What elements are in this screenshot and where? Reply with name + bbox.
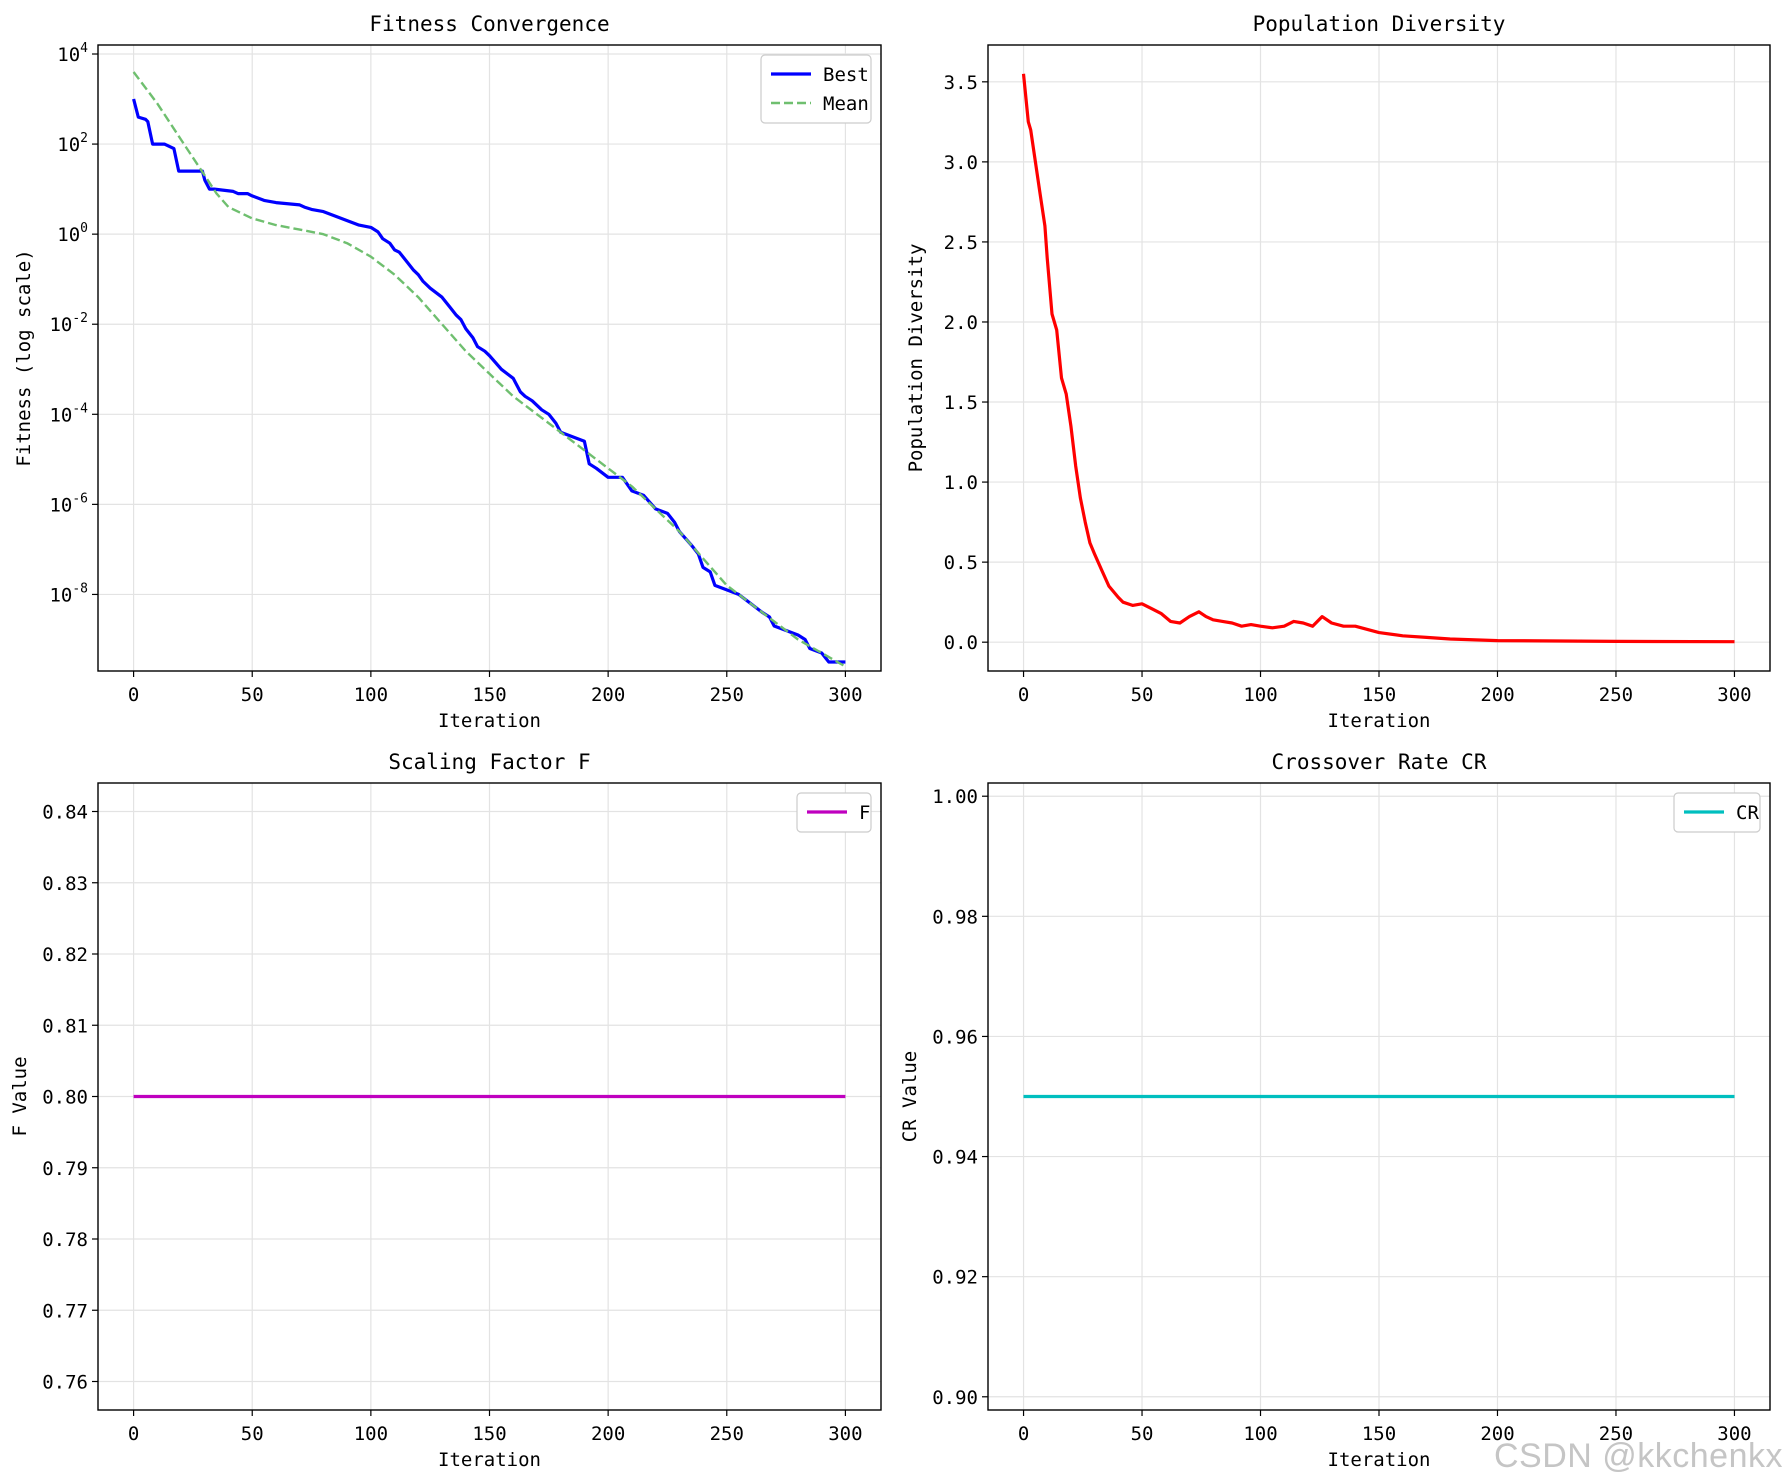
chart-title: Population Diversity — [1253, 12, 1506, 36]
y-tick-label: 0.80 — [42, 1087, 88, 1109]
legend-label-f: F — [859, 802, 870, 824]
y-axis-label: Population Diversity — [905, 244, 927, 473]
x-tick-label: 200 — [1480, 1423, 1514, 1445]
x-tick-label: 50 — [241, 684, 264, 706]
x-tick-label: 150 — [1362, 1423, 1396, 1445]
y-tick-label: 1.0 — [944, 472, 978, 494]
y-tick-label: 0.83 — [42, 873, 88, 895]
chart-title: Scaling Factor F — [388, 750, 590, 774]
x-tick-label: 100 — [1243, 684, 1277, 706]
series-line-diversity — [1021, 73, 1735, 644]
legend-label-best: Best — [823, 64, 869, 86]
y-tick-label: 104 — [57, 41, 88, 66]
x-tick-label: 200 — [1480, 684, 1514, 706]
x-tick-label: 50 — [1131, 1423, 1154, 1445]
y-tick-label: 0.76 — [42, 1372, 88, 1394]
chart-panel-crossover: 0 50 100 150 200 250 300 0.90 0.92 0.94 0.96 0.98 1.… — [899, 750, 1771, 1471]
chart-panel-scaling: 0 50 100 150 200 250 300 0.76 0.77 0.78 0.79 0.80 0.… — [9, 750, 882, 1471]
y-tick-label: 0.92 — [932, 1267, 978, 1289]
x-tick-label: 300 — [828, 1423, 862, 1445]
y-tick-label: 10-2 — [49, 311, 88, 336]
legend: Best Mean — [760, 54, 872, 124]
y-tick-label: 0.84 — [42, 802, 88, 824]
x-tick-label: 300 — [828, 684, 862, 706]
legend: F — [796, 792, 872, 833]
legend-label-cr: CR — [1736, 802, 1759, 824]
x-tick-label: 250 — [710, 1423, 744, 1445]
x-tick-label: 200 — [591, 684, 625, 706]
x-tick-label: 250 — [1599, 684, 1633, 706]
legend-box — [760, 54, 872, 124]
y-tick-label: 0.5 — [944, 552, 978, 574]
x-tick-label: 50 — [1131, 684, 1154, 706]
series-line-mean — [132, 71, 846, 668]
x-axis-label: Iteration — [1328, 1449, 1431, 1471]
x-tick-label: 0 — [128, 684, 139, 706]
x-axis-label: Iteration — [1328, 710, 1431, 732]
x-tick-label: 100 — [354, 1423, 388, 1445]
y-tick-label: 0.82 — [42, 944, 88, 966]
chart-panel-fitness: 0 50 100 150 200 250 300 104 102 100 10-2 10-4 10-6 1… — [13, 12, 882, 732]
x-tick-label: 150 — [472, 1423, 506, 1445]
x-axis-label: Iteration — [438, 710, 541, 732]
x-axis-label: Iteration — [438, 1449, 541, 1471]
y-tick-label: 0.77 — [42, 1300, 88, 1322]
x-tick-label: 250 — [710, 684, 744, 706]
legend-label-mean: Mean — [823, 93, 869, 115]
y-tick-label: 100 — [57, 221, 88, 246]
y-tick-label: 10-4 — [49, 401, 88, 426]
x-tick-label: 0 — [1018, 684, 1029, 706]
y-axis-label: CR Value — [899, 1051, 921, 1143]
y-tick-label: 0.94 — [932, 1147, 978, 1169]
chart-panel-diversity: 0 50 100 150 200 250 300 0.0 0.5 1.0 1.5 2.0 2.5 3.0 3… — [905, 12, 1771, 732]
y-tick-label: 10-6 — [49, 491, 88, 516]
x-tick-label: 0 — [128, 1423, 139, 1445]
y-tick-label: 0.0 — [944, 632, 978, 654]
x-tick-label: 250 — [1599, 1423, 1633, 1445]
x-tick-label: 100 — [1243, 1423, 1277, 1445]
series-line-best — [132, 98, 846, 664]
y-tick-label: 0.79 — [42, 1158, 88, 1180]
x-tick-label: 50 — [241, 1423, 264, 1445]
y-axis-label: Fitness (log scale) — [13, 249, 35, 466]
y-axis-label: F Value — [9, 1056, 31, 1136]
legend: CR — [1673, 792, 1761, 833]
y-tick-label: 0.98 — [932, 906, 978, 928]
x-tick-label: 300 — [1717, 684, 1751, 706]
x-tick-label: 300 — [1717, 1423, 1751, 1445]
chart-title: Crossover Rate CR — [1272, 750, 1487, 774]
x-tick-label: 100 — [354, 684, 388, 706]
x-tick-label: 150 — [1362, 684, 1396, 706]
x-tick-label: 0 — [1018, 1423, 1029, 1445]
y-tick-label: 3.0 — [944, 152, 978, 174]
watermark: CSDN @kkchenkx — [1493, 1437, 1783, 1475]
y-tick-label: 2.5 — [944, 232, 978, 254]
y-tick-label: 10-8 — [49, 581, 88, 606]
x-tick-label: 200 — [591, 1423, 625, 1445]
y-tick-label: 0.90 — [932, 1387, 978, 1409]
y-tick-label: 0.78 — [42, 1229, 88, 1251]
y-tick-label: 2.0 — [944, 312, 978, 334]
y-tick-label: 1.5 — [944, 392, 978, 414]
y-tick-label: 0.81 — [42, 1015, 88, 1037]
x-tick-label: 150 — [472, 684, 506, 706]
y-tick-label: 0.96 — [932, 1026, 978, 1048]
y-tick-label: 102 — [57, 131, 88, 156]
y-tick-label: 1.00 — [932, 786, 978, 808]
chart-title: Fitness Convergence — [369, 12, 609, 36]
y-tick-label: 3.5 — [944, 72, 978, 94]
